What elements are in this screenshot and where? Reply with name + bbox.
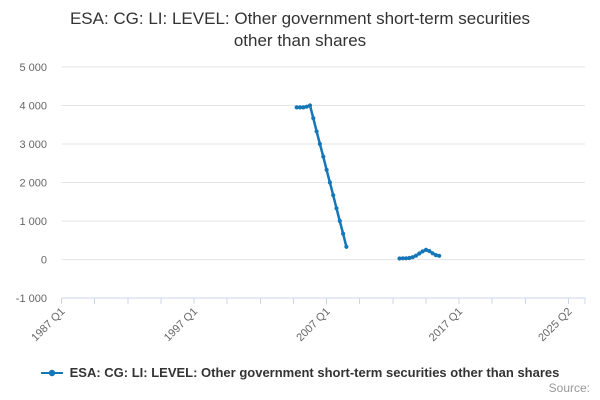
data-point-marker[interactable]: [404, 256, 409, 261]
data-point-marker[interactable]: [420, 249, 425, 254]
chart-title-line1: ESA: CG: LI: LEVEL: Other government sho…: [69, 9, 531, 28]
data-point-marker[interactable]: [400, 256, 405, 261]
data-point-marker[interactable]: [294, 105, 299, 110]
data-point-marker[interactable]: [331, 193, 336, 198]
x-axis-tick-label: 1997 Q1: [162, 306, 200, 344]
data-point-marker[interactable]: [397, 256, 402, 261]
data-point-marker[interactable]: [298, 105, 303, 110]
data-point-marker[interactable]: [334, 206, 339, 211]
data-point-marker[interactable]: [337, 218, 342, 224]
y-axis-tick-label: 2 000: [19, 178, 47, 190]
data-point-marker[interactable]: [417, 251, 422, 256]
y-axis-tick-label: 1 000: [19, 216, 47, 228]
data-point-marker[interactable]: [301, 105, 306, 110]
y-axis-tick-label: 5 000: [19, 62, 47, 74]
x-axis-tick-label: 2025 Q2: [536, 306, 574, 344]
data-point-marker[interactable]: [433, 253, 438, 258]
data-point-marker[interactable]: [341, 231, 346, 236]
source-credit: Source:: [548, 381, 590, 395]
x-axis-tick-label: 2017 Q1: [427, 306, 465, 344]
series-line-marker-icon: [40, 369, 63, 376]
data-point-marker[interactable]: [321, 154, 326, 159]
data-point-marker[interactable]: [304, 104, 309, 109]
data-point-marker[interactable]: [413, 253, 419, 258]
chart-title-line2: other than shares: [233, 30, 367, 50]
chart-title: ESA: CG: LI: LEVEL: Other government sho…: [0, 8, 600, 52]
y-axis-tick-label: 3 000: [19, 139, 47, 151]
y-axis-tick-label: 4 000: [19, 101, 47, 113]
data-point-marker[interactable]: [423, 247, 429, 252]
data-point-marker[interactable]: [437, 253, 442, 258]
data-point-marker[interactable]: [344, 244, 349, 249]
series-line-segment[interactable]: [295, 104, 348, 249]
data-point-marker[interactable]: [311, 116, 316, 121]
data-point-marker[interactable]: [314, 129, 319, 134]
data-point-marker[interactable]: [324, 167, 329, 172]
data-point-marker[interactable]: [410, 255, 415, 260]
data-point-marker[interactable]: [430, 251, 435, 256]
legend-item[interactable]: ESA: CG: LI: LEVEL: Other government sho…: [40, 365, 560, 380]
legend: ESA: CG: LI: LEVEL: Other government sho…: [0, 365, 600, 380]
data-point-marker[interactable]: [317, 141, 322, 147]
data-point-marker[interactable]: [427, 248, 432, 254]
y-axis-tick-label: -1 000: [16, 293, 47, 305]
x-axis-tick-label: 1987 Q1: [29, 306, 67, 344]
data-point-marker[interactable]: [327, 180, 332, 185]
data-point-marker[interactable]: [407, 255, 412, 261]
legend-series-label: ESA: CG: LI: LEVEL: Other government sho…: [69, 365, 560, 380]
x-axis-tick-label: 2007 Q1: [294, 306, 332, 344]
y-axis-tick-label: 0: [41, 255, 47, 267]
data-point-marker[interactable]: [307, 103, 313, 108]
